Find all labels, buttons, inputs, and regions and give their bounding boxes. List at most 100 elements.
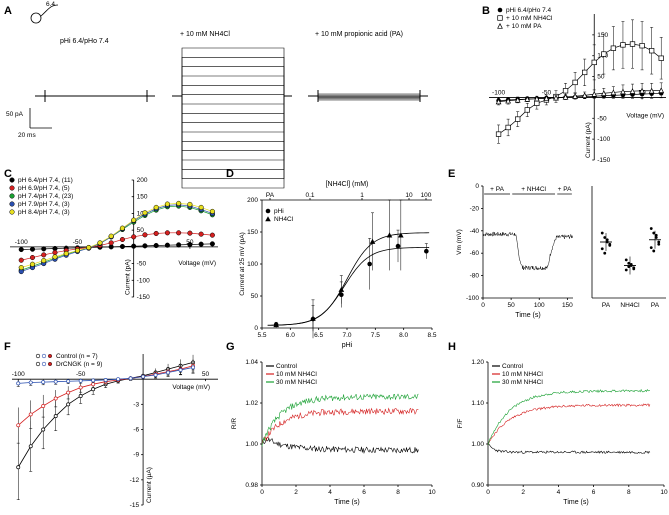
panel-label-c: C (4, 168, 12, 180)
x-tick-label: 8 (627, 489, 631, 496)
legend-label: pH 8.4/pH 7.4, (3) (18, 209, 70, 216)
panel-label-a: A (4, 5, 12, 17)
scatter-category-label: PA (651, 302, 660, 309)
x-tick-label: 2 (521, 489, 525, 496)
y-tick-label: 1.04 (245, 359, 258, 366)
data-point (198, 204, 204, 210)
legend-marker (9, 209, 15, 215)
x-tick-label: 5.5 (257, 332, 266, 339)
data-point (16, 423, 21, 428)
data-point (209, 241, 215, 247)
cell-icon (30, 12, 42, 24)
legend-label: pH 7.4/pH 7.4, (23) (18, 193, 73, 200)
scatter-category-label: NH4Cl (620, 302, 640, 309)
scale-bar: 50 pA 20 ms (6, 108, 52, 139)
y-tick-label: 0.90 (471, 482, 484, 489)
data-point (41, 246, 47, 252)
data-point (198, 241, 204, 247)
x-axis-label: Time (s) (515, 312, 540, 319)
data-point (41, 380, 46, 385)
scatter-point (649, 227, 653, 230)
scatter-point (603, 251, 607, 255)
trace-title-control: pHi 6.4/pHo 7.4 (60, 38, 109, 45)
legend-label: pH 6.9/pH 7.4, (5) (18, 185, 70, 192)
y-axis-label: R/R (231, 418, 238, 430)
data-point (187, 230, 193, 236)
data-point (119, 236, 125, 243)
data-point (116, 377, 121, 382)
panel-label-e: E (448, 168, 455, 180)
scatter-point (654, 233, 658, 237)
legend-label: 30 mM NH4Cl (502, 379, 543, 386)
x-tick-label: 0 (486, 489, 490, 496)
data-point (601, 51, 607, 57)
y-axis-label: Current (pA) (125, 259, 132, 295)
data-point (91, 387, 96, 392)
data-point (28, 412, 33, 417)
ph-dependence-chart: 5.5 6.0 6.5 7.0 7.5 8.0 8.5 0 50 100 150 200 PA 0.1 1 1… (239, 181, 437, 349)
x-tick-label: -50 (76, 371, 86, 378)
data-point (639, 87, 645, 94)
data-point (273, 322, 279, 328)
data-point (187, 241, 193, 248)
data-point (591, 59, 597, 66)
data-point (386, 232, 393, 238)
data-point (91, 378, 96, 383)
top-tick-label: 1 (360, 192, 364, 199)
cell-diagram: 6.4 (30, 1, 59, 24)
data-point (74, 247, 81, 254)
data-point (66, 402, 71, 407)
y-tick-label: 1.10 (471, 400, 484, 407)
data-point (553, 94, 559, 101)
x-tick-label: 50 (508, 302, 516, 309)
x-tick-label: 0 (260, 489, 264, 496)
x-tick-label: 6 (592, 489, 596, 496)
series-line (17, 365, 194, 426)
time-trace (487, 403, 651, 446)
legend-label: pH 7.9/pH 7.4, (3) (18, 201, 70, 208)
current-trace (172, 95, 292, 142)
y-tick-label: -3 (133, 401, 139, 408)
x-tick-label: -100 (492, 89, 505, 96)
y-tick-label: 200 (247, 197, 258, 204)
y-tick-label: -20 (470, 205, 480, 212)
legend-marker (41, 353, 47, 359)
data-point (91, 382, 96, 387)
legend-label: NH4Cl (274, 216, 294, 223)
iv-chart-f: -100 -50 50 -15 -12 -9 -6 -3 Voltage (mV) Current… (12, 353, 218, 509)
y-tick-label: -100 (597, 136, 610, 143)
y-tick-label: 100 (247, 261, 258, 268)
data-point (52, 254, 58, 260)
scatter-point (652, 249, 656, 253)
current-trace (172, 95, 292, 170)
x-tick-label: 6.5 (314, 332, 323, 339)
data-point (367, 261, 372, 267)
x-tick-label: 6 (362, 489, 366, 496)
y-tick-label: -50 (597, 115, 607, 122)
data-point (86, 244, 92, 251)
data-point (103, 378, 108, 382)
data-point (620, 42, 626, 48)
legend-marker (497, 22, 503, 29)
y-tick-label: -9 (133, 452, 139, 459)
fluorescence-chart: 0 2 4 6 8 10 0.90 1.00 1.10 1.20 Time (s) F/F Contro… (457, 359, 668, 506)
legend-marker (9, 185, 15, 191)
data-point (29, 261, 36, 267)
x-tick-label: 7.5 (371, 332, 380, 339)
current-trace (172, 57, 292, 97)
legend-marker (35, 361, 41, 367)
legend-marker (9, 177, 15, 183)
y-axis-label: Vm (mV) (456, 229, 463, 255)
data-point (18, 265, 24, 271)
y-tick-label: -100 (466, 295, 479, 302)
data-point (187, 201, 193, 207)
current-trace (172, 75, 292, 97)
x-tick-label: 7.0 (342, 332, 351, 339)
data-point (514, 96, 521, 103)
x-tick-label: 2 (294, 489, 298, 496)
data-point (209, 232, 215, 238)
sigmoid-fit (267, 232, 430, 326)
current-trace (308, 94, 428, 97)
legend-marker (9, 201, 15, 207)
